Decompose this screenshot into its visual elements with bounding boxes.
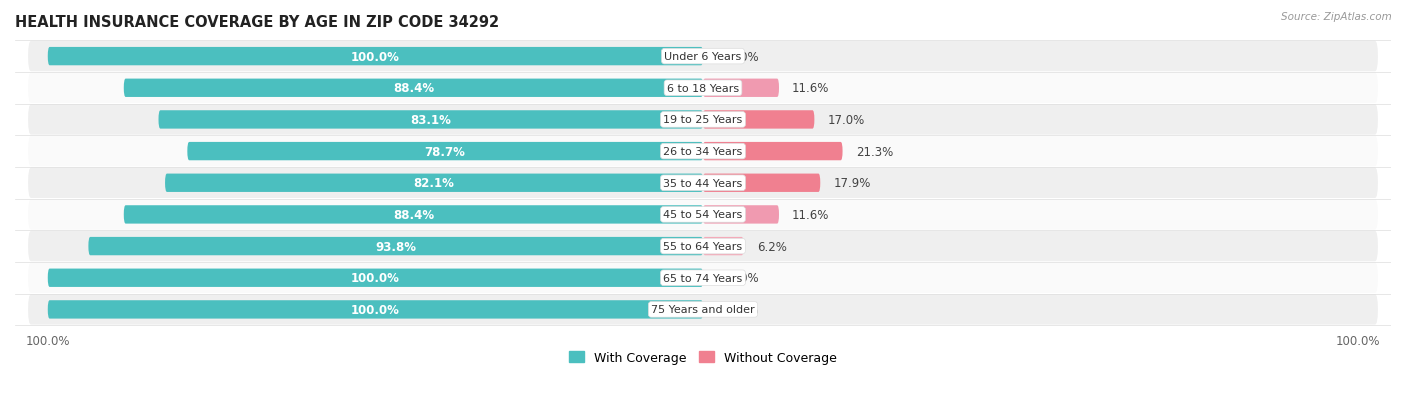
- FancyBboxPatch shape: [48, 301, 703, 319]
- Text: 0.0%: 0.0%: [730, 50, 759, 64]
- FancyBboxPatch shape: [28, 168, 1378, 199]
- Text: 26 to 34 Years: 26 to 34 Years: [664, 147, 742, 157]
- FancyBboxPatch shape: [28, 263, 1378, 293]
- FancyBboxPatch shape: [124, 206, 703, 224]
- FancyBboxPatch shape: [159, 111, 703, 129]
- FancyBboxPatch shape: [28, 137, 1378, 167]
- Text: 75 Years and older: 75 Years and older: [651, 305, 755, 315]
- FancyBboxPatch shape: [703, 206, 779, 224]
- FancyBboxPatch shape: [28, 231, 1378, 262]
- Text: 21.3%: 21.3%: [856, 145, 893, 158]
- Text: 17.9%: 17.9%: [834, 177, 870, 190]
- Legend: With Coverage, Without Coverage: With Coverage, Without Coverage: [564, 346, 842, 369]
- FancyBboxPatch shape: [89, 237, 703, 256]
- Text: 45 to 54 Years: 45 to 54 Years: [664, 210, 742, 220]
- Text: 11.6%: 11.6%: [792, 209, 830, 221]
- Text: 6.2%: 6.2%: [756, 240, 786, 253]
- FancyBboxPatch shape: [28, 200, 1378, 230]
- Text: 0.0%: 0.0%: [730, 303, 759, 316]
- FancyBboxPatch shape: [28, 74, 1378, 104]
- Text: 17.0%: 17.0%: [828, 114, 865, 127]
- Text: 0.0%: 0.0%: [730, 272, 759, 285]
- Text: 100.0%: 100.0%: [352, 303, 399, 316]
- FancyBboxPatch shape: [165, 174, 703, 192]
- Text: 55 to 64 Years: 55 to 64 Years: [664, 242, 742, 252]
- Text: 65 to 74 Years: 65 to 74 Years: [664, 273, 742, 283]
- FancyBboxPatch shape: [703, 174, 820, 192]
- Text: 100.0%: 100.0%: [352, 272, 399, 285]
- Text: 93.8%: 93.8%: [375, 240, 416, 253]
- Text: 88.4%: 88.4%: [392, 82, 434, 95]
- Text: 100.0%: 100.0%: [352, 50, 399, 64]
- FancyBboxPatch shape: [48, 269, 703, 287]
- Text: HEALTH INSURANCE COVERAGE BY AGE IN ZIP CODE 34292: HEALTH INSURANCE COVERAGE BY AGE IN ZIP …: [15, 15, 499, 30]
- Text: 6 to 18 Years: 6 to 18 Years: [666, 83, 740, 93]
- FancyBboxPatch shape: [703, 79, 779, 98]
- FancyBboxPatch shape: [28, 294, 1378, 325]
- Text: 19 to 25 Years: 19 to 25 Years: [664, 115, 742, 125]
- Text: 82.1%: 82.1%: [413, 177, 454, 190]
- FancyBboxPatch shape: [703, 111, 814, 129]
- Text: Under 6 Years: Under 6 Years: [665, 52, 741, 62]
- Text: 83.1%: 83.1%: [411, 114, 451, 127]
- Text: 88.4%: 88.4%: [392, 209, 434, 221]
- FancyBboxPatch shape: [187, 142, 703, 161]
- FancyBboxPatch shape: [28, 105, 1378, 135]
- FancyBboxPatch shape: [703, 237, 744, 256]
- Text: 11.6%: 11.6%: [792, 82, 830, 95]
- Text: 35 to 44 Years: 35 to 44 Years: [664, 178, 742, 188]
- Text: Source: ZipAtlas.com: Source: ZipAtlas.com: [1281, 12, 1392, 22]
- Text: 78.7%: 78.7%: [425, 145, 465, 158]
- FancyBboxPatch shape: [703, 142, 842, 161]
- FancyBboxPatch shape: [124, 79, 703, 98]
- FancyBboxPatch shape: [48, 48, 703, 66]
- FancyBboxPatch shape: [28, 42, 1378, 72]
